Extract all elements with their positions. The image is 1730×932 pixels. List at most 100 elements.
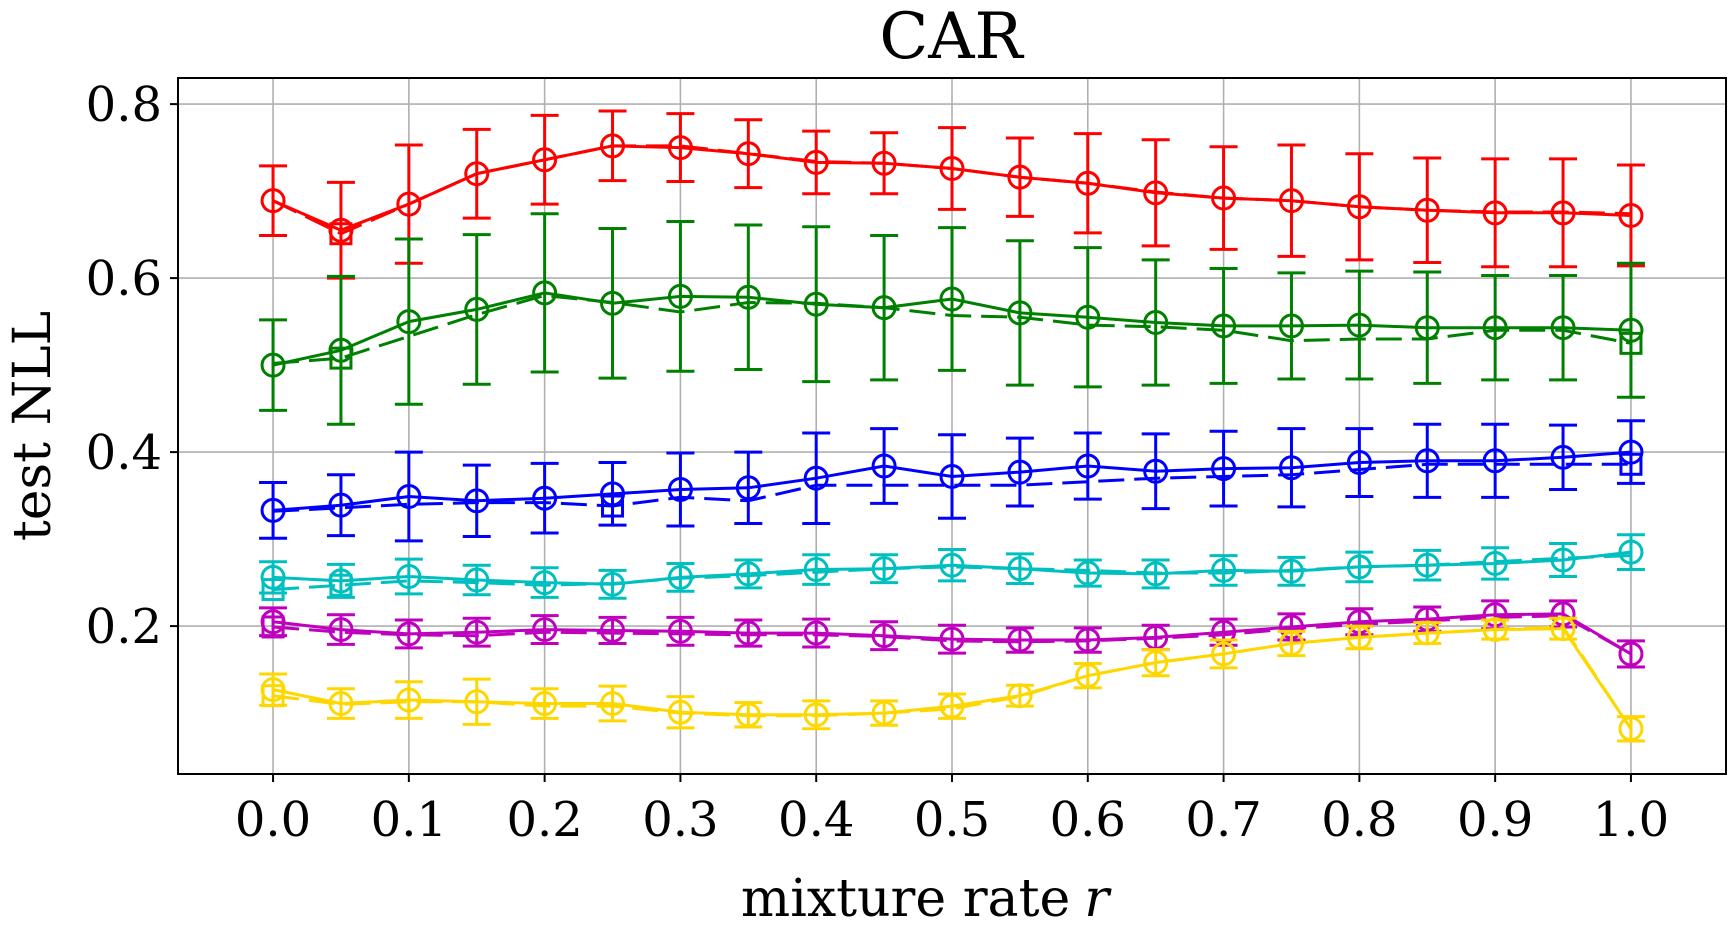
data-point bbox=[1211, 313, 1237, 339]
x-tick-label: 0.7 bbox=[1185, 792, 1261, 848]
chart-title: CAR bbox=[879, 0, 1024, 74]
data-point bbox=[667, 135, 693, 161]
data-point bbox=[396, 309, 422, 335]
data-point bbox=[532, 617, 558, 643]
x-tick-label: 0.4 bbox=[778, 792, 854, 848]
data-point bbox=[600, 691, 626, 717]
data-point bbox=[396, 191, 422, 217]
data-point bbox=[1278, 455, 1304, 481]
data-point bbox=[667, 283, 693, 309]
data-point-square bbox=[1619, 331, 1643, 355]
data-point bbox=[735, 475, 761, 501]
data-point bbox=[532, 691, 558, 717]
data-point bbox=[1075, 304, 1101, 330]
data-point bbox=[1346, 194, 1372, 220]
data-point bbox=[532, 147, 558, 173]
data-point bbox=[1550, 200, 1576, 226]
data-point bbox=[1618, 539, 1644, 565]
data-point bbox=[1414, 552, 1440, 578]
data-point-square bbox=[261, 578, 285, 602]
data-point bbox=[1414, 448, 1440, 474]
data-point bbox=[1618, 439, 1644, 465]
data-point bbox=[871, 556, 897, 582]
data-point bbox=[600, 133, 626, 159]
data-point bbox=[1414, 620, 1440, 646]
data-point bbox=[1550, 315, 1576, 341]
data-point bbox=[939, 626, 965, 652]
data-point bbox=[1414, 197, 1440, 223]
axis-ticks: 0.0 0.1 0.2 0.3 0.4 0.5 0.6 0.7 0.8 0.9 1.0 0.2 0.4 0… bbox=[86, 77, 1669, 848]
data-point bbox=[600, 290, 626, 316]
data-point bbox=[1007, 627, 1033, 653]
data-point bbox=[1482, 315, 1508, 341]
y-tick-label: 0.8 bbox=[86, 77, 162, 133]
data-point bbox=[260, 352, 286, 378]
x-tick-label: 0.5 bbox=[914, 792, 990, 848]
data-point bbox=[1075, 170, 1101, 196]
data-point bbox=[1618, 716, 1644, 742]
data-point bbox=[735, 141, 761, 167]
data-point bbox=[1346, 450, 1372, 476]
data-point bbox=[803, 465, 829, 491]
data-point bbox=[871, 150, 897, 176]
data-point bbox=[667, 564, 693, 590]
data-point bbox=[1211, 557, 1237, 583]
data-point bbox=[464, 619, 490, 645]
data-point bbox=[328, 617, 354, 643]
data-point bbox=[871, 623, 897, 649]
series-blue bbox=[259, 419, 1645, 543]
data-point bbox=[1211, 185, 1237, 211]
data-point bbox=[1007, 683, 1033, 709]
data-point bbox=[735, 702, 761, 728]
x-tick-label: 0.0 bbox=[235, 792, 311, 848]
data-point bbox=[532, 485, 558, 511]
data-point bbox=[1550, 547, 1576, 573]
data-point bbox=[1346, 554, 1372, 580]
data-point bbox=[1143, 309, 1169, 335]
data-point bbox=[939, 552, 965, 578]
data-point bbox=[803, 702, 829, 728]
data-point bbox=[1278, 313, 1304, 339]
data-point-square bbox=[329, 346, 353, 370]
data-point-square bbox=[601, 494, 625, 518]
series-red bbox=[259, 109, 1645, 280]
data-point bbox=[1550, 444, 1576, 470]
data-point bbox=[1143, 650, 1169, 676]
data-point bbox=[939, 155, 965, 181]
x-axis-label-text: mixture rate bbox=[741, 869, 1070, 929]
data-point bbox=[396, 564, 422, 590]
data-point bbox=[1482, 617, 1508, 643]
x-tick-label: 1.0 bbox=[1593, 792, 1669, 848]
data-point bbox=[464, 161, 490, 187]
data-point bbox=[667, 477, 693, 503]
data-point bbox=[464, 296, 490, 322]
data-point bbox=[939, 463, 965, 489]
data-point bbox=[1482, 200, 1508, 226]
data-point bbox=[1075, 663, 1101, 689]
y-tick-label: 0.6 bbox=[86, 251, 162, 307]
data-point bbox=[667, 618, 693, 644]
data-point bbox=[803, 149, 829, 175]
data-point bbox=[1618, 317, 1644, 343]
data-point bbox=[735, 284, 761, 310]
series-green bbox=[259, 212, 1645, 426]
data-point bbox=[1346, 312, 1372, 338]
data-point-square bbox=[261, 615, 285, 639]
data-point bbox=[1075, 627, 1101, 653]
x-tick-label: 0.6 bbox=[1050, 792, 1126, 848]
x-axis-label-variable: r bbox=[1084, 869, 1112, 929]
x-tick-label: 0.8 bbox=[1321, 792, 1397, 848]
x-tick-label: 0.9 bbox=[1457, 792, 1533, 848]
data-point bbox=[803, 291, 829, 317]
data-point bbox=[1482, 550, 1508, 576]
data-point bbox=[1278, 188, 1304, 214]
data-point bbox=[532, 570, 558, 596]
data-point bbox=[600, 481, 626, 507]
data-point bbox=[735, 620, 761, 646]
data-point-square bbox=[261, 684, 285, 708]
data-point bbox=[1007, 164, 1033, 190]
data-point bbox=[939, 693, 965, 719]
data-point bbox=[803, 620, 829, 646]
data-point bbox=[328, 691, 354, 717]
